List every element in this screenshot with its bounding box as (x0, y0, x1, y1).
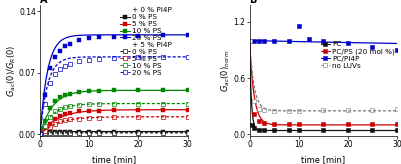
Legend: + 0 % PI4P, 0 % PS, 5 % PS, 10 % PS, 20 % PS, + 5 % PI4P, 0 % PS, 5 % PS, 10 % P: + 0 % PI4P, 0 % PS, 5 % PS, 10 % PS, 20 … (120, 7, 172, 76)
Legend: PC, PC/PS (20 mol %), PC/PI4P, no LUVs: PC, PC/PS (20 mol %), PC/PI4P, no LUVs (320, 41, 395, 69)
Y-axis label: $G_{ac}(0)_{norm}$: $G_{ac}(0)_{norm}$ (219, 49, 232, 92)
X-axis label: time [min]: time [min] (301, 155, 345, 164)
Text: B: B (249, 0, 257, 5)
Text: A: A (40, 0, 48, 5)
X-axis label: time [min]: time [min] (92, 155, 136, 164)
Y-axis label: $G_{ac}(0)/G_R(0)$: $G_{ac}(0)/G_R(0)$ (5, 44, 18, 97)
